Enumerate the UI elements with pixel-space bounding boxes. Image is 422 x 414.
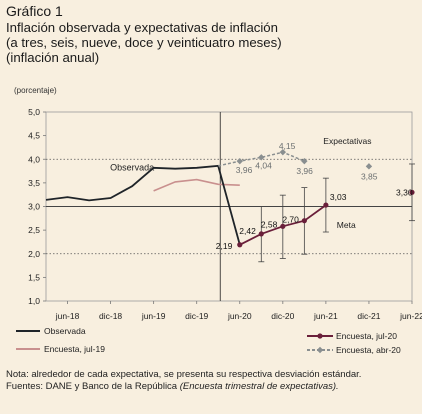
data-label-encuesta-jul-20: 2,70 [282,215,299,225]
source-text: Fuentes: DANE y Banco de la República (E… [6,381,418,393]
x-tick-label: jun-18 [55,311,80,321]
series-marker-encuesta-jul-20 [237,242,243,248]
x-tick-label: dic-19 [185,311,208,321]
legend-label-encuesta-jul-20: Encuesta, jul-20 [336,331,397,341]
legend-swatch-observada [16,330,40,332]
x-tick-label: jun-20 [227,311,252,321]
y-tick-label: 4,5 [28,131,40,141]
data-label-encuesta-abr-20: 3,96 [296,166,313,176]
data-label-encuesta-abr-20: 3,85 [361,171,378,181]
source-italic: (Encuesta trimestral de expectativas). [179,381,339,392]
chart-subtitle: (a tres, seis, nueve, doce y veinticuatr… [6,35,282,50]
legend-label-encuesta-jul-19: Encuesta, jul-19 [44,344,105,354]
data-label-encuesta-jul-20: 2,19 [216,241,233,251]
y-tick-label: 1,0 [28,296,40,306]
series-line-encuesta-jul-19 [153,178,240,192]
data-label-encuesta-abr-20: 3,96 [236,165,253,175]
legend-label-encuesta-abr-20: Encuesta, abr-20 [336,345,401,355]
data-label-encuesta-jul-20: 3,03 [330,192,347,202]
y-tick-label: 4,0 [28,154,40,164]
data-label-encuesta-abr-20: 4,15 [279,141,296,151]
x-tick-label: jun-19 [141,311,166,321]
legend-swatch-encuesta-jul-19 [16,348,40,350]
x-tick-label: dic-20 [271,311,294,321]
series-marker-encuesta-jul-20 [323,202,329,208]
data-label-encuesta-abr-20: 4,04 [255,160,272,170]
series-marker-encuesta-jul-20 [280,223,286,229]
x-tick-label: dic-18 [99,311,122,321]
figure-number: Gráfico 1 [6,3,63,19]
x-tick-label: jun-22 [399,311,422,321]
series-marker-encuesta-jul-20 [258,231,264,237]
y-tick-label: 2,5 [28,225,40,235]
x-tick-label: jun-21 [313,311,338,321]
y-axis-unit-label: (porcentaje) [14,86,57,95]
legend-swatch-encuesta-jul-20 [307,333,333,339]
series-marker-encuesta-abr-20 [236,157,243,165]
legend-label-observada: Observada [44,326,86,336]
y-tick-label: 1,5 [28,272,40,282]
legend-swatch-encuesta-abr-20 [307,346,333,354]
data-label-encuesta-jul-20: 2,58 [261,219,278,229]
series-marker-encuesta-abr-20 [258,154,265,161]
annotation-observada: Observada [110,163,154,173]
y-tick-label: 3,0 [28,202,40,212]
source-plain: Fuentes: DANE y Banco de la República [6,381,180,392]
y-tick-label: 3,5 [28,178,40,188]
chart-notes: Nota: alrededor de cada expectativa, se … [6,369,418,393]
y-tick-label: 5,0 [28,107,40,117]
chart-title-block: Gráfico 1 Inflación observada y expectat… [6,3,416,66]
chart-title: Inflación observada y expectativas de in… [6,20,278,35]
y-tick-label: 2,0 [28,249,40,259]
annotation-meta: Meta [337,220,356,230]
series-marker-encuesta-jul-20 [409,189,415,195]
series-line-observada [45,164,241,246]
data-label-encuesta-jul-20: 2,42 [239,226,256,236]
data-label-encuesta-jul-20: 3,30 [396,187,413,197]
x-tick-label: dic-21 [357,311,380,321]
series-marker-encuesta-abr-20 [301,157,308,165]
note-text: Nota: alrededor de cada expectativa, se … [6,369,362,380]
series-marker-encuesta-abr-20 [365,163,373,170]
chart-subtitle-unit: (inflación anual) [6,50,100,65]
series-marker-encuesta-abr-20 [279,148,287,156]
series-marker-encuesta-jul-20 [301,218,307,224]
annotation-expectativas: Expectativas [323,136,371,146]
